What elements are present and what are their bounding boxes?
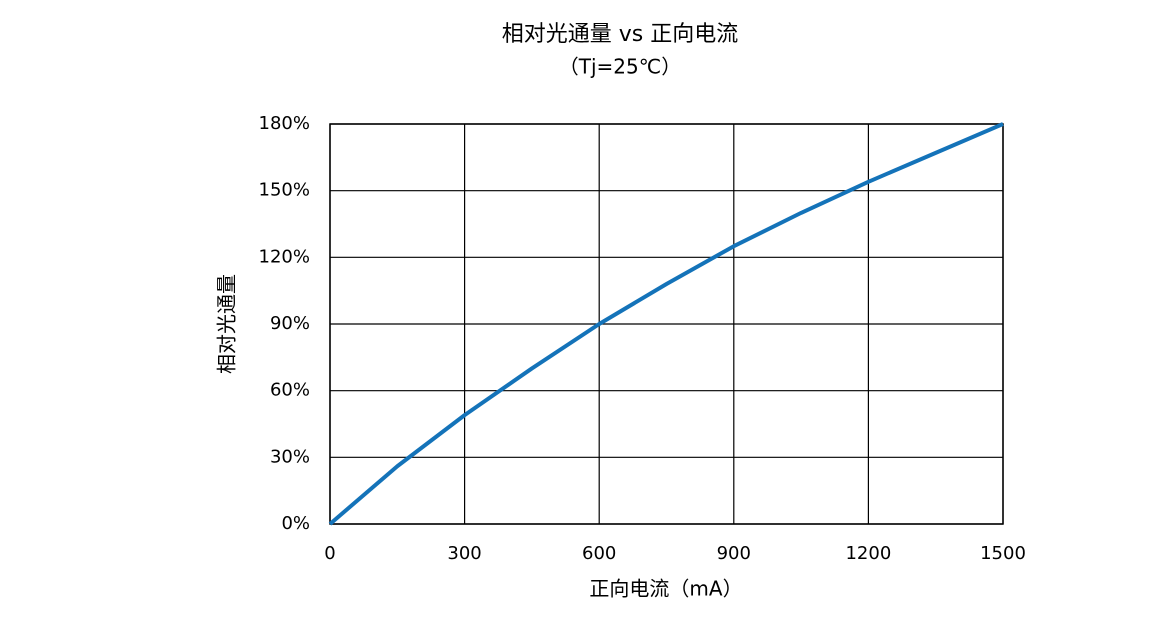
y-tick-label: 120% — [259, 246, 310, 267]
chart-title: 相对光通量 vs 正向电流 — [502, 22, 738, 47]
x-tick-label: 600 — [582, 543, 616, 564]
x-tick-label: 1500 — [980, 543, 1026, 564]
y-tick-label: 60% — [270, 380, 310, 401]
y-tick-label: 0% — [281, 513, 310, 534]
x-tick-label: 0 — [324, 543, 335, 564]
y-axis-label: 相对光通量 — [215, 274, 239, 374]
x-tick-label: 1200 — [845, 543, 891, 564]
y-tick-label: 180% — [259, 113, 310, 134]
x-tick-label: 300 — [447, 543, 481, 564]
x-tick-label: 900 — [717, 543, 751, 564]
y-tick-label: 30% — [270, 446, 310, 467]
chart-subtitle: （Tj=25℃） — [559, 55, 681, 79]
x-axis-label: 正向电流（mA） — [589, 577, 742, 601]
data-line — [328, 122, 1004, 526]
y-tick-label: 150% — [259, 180, 310, 201]
y-tick-label: 90% — [270, 313, 310, 334]
